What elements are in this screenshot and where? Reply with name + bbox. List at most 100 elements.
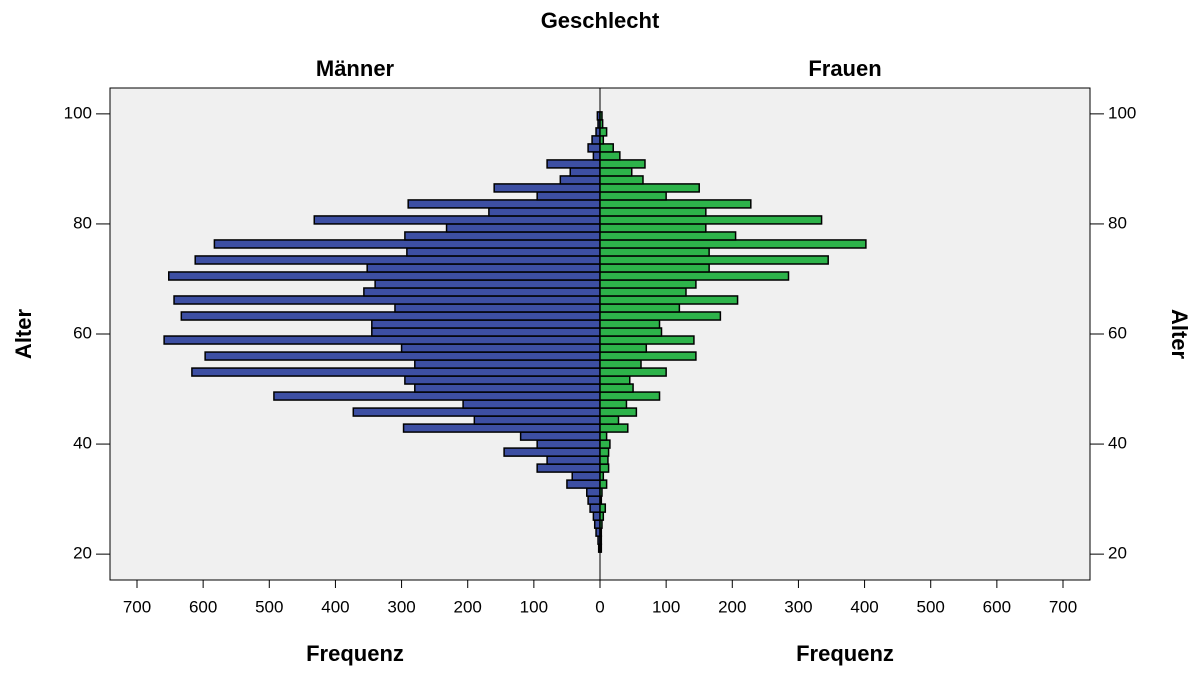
bar [591,135,601,145]
bar [599,151,621,161]
x-tick-label: 100 [520,597,548,616]
bar [546,159,601,169]
bar [599,335,695,345]
y-tick-label: 20 [73,544,92,563]
y-tick-label: 80 [1108,213,1127,232]
x-tick-label: 200 [718,597,746,616]
bar [414,359,601,369]
bar [599,415,620,425]
chart-title: Geschlecht [541,8,660,33]
bar [194,255,601,265]
bar [599,399,628,409]
bar [536,463,601,473]
bar [536,439,601,449]
x-tick-label: 300 [784,597,812,616]
bar [599,367,667,377]
bar [599,191,667,201]
x-tick-label: 200 [454,597,482,616]
bar [599,319,661,329]
y-tick-label: 60 [1108,323,1127,342]
bar [599,215,823,225]
bar [536,191,601,201]
bar [404,375,601,385]
bar [599,239,867,249]
x-tick-label: 600 [189,597,217,616]
bar [400,343,601,353]
y-tick-label: 40 [1108,434,1127,453]
y-axis-label: Alter [11,309,36,360]
bar [571,471,601,481]
bar [204,351,601,361]
bar [371,319,601,329]
bar [213,239,601,249]
bar [488,207,601,217]
bar [191,367,601,377]
x-tick-label: 600 [983,597,1011,616]
panel-title: Männer [316,56,395,81]
bar [599,359,642,369]
bar [592,151,601,161]
bar [173,295,601,305]
x-axis-label: Frequenz [306,641,404,666]
bar [519,431,601,441]
y-axis-label: Alter [1167,309,1192,360]
bar [180,311,601,321]
x-tick-label: 0 [595,597,604,616]
bar [599,143,614,153]
bar [414,383,601,393]
y-tick-label: 20 [1108,544,1127,563]
bar [599,271,790,281]
bar [586,487,601,497]
bar [445,223,601,233]
bar [599,391,661,401]
x-tick-label: 300 [387,597,415,616]
x-tick-label: 700 [1049,597,1077,616]
bar [599,447,610,457]
bar [371,327,601,337]
bar [599,503,607,513]
bar [569,167,601,177]
bar [592,511,601,521]
bar [559,175,601,185]
bar [167,271,601,281]
x-tick-label: 700 [123,597,151,616]
bar [402,423,601,433]
bar [599,127,608,137]
y-tick-label: 80 [73,213,92,232]
bar [599,479,608,489]
x-tick-label: 400 [850,597,878,616]
bar [599,255,829,265]
bar [599,343,648,353]
bar [599,303,681,313]
bar [599,295,739,305]
bar [599,247,710,257]
bar [599,287,687,297]
y-tick-label: 100 [64,103,92,122]
bar [599,279,697,289]
bar [599,327,663,337]
bar [599,351,697,361]
bar [462,399,601,409]
bar [473,415,601,425]
bar [404,231,601,241]
x-tick-label: 400 [321,597,349,616]
y-tick-label: 100 [1108,103,1136,122]
bar [313,215,601,225]
bar [599,167,633,177]
bar [406,247,601,257]
bar [599,311,722,321]
panel-title: Frauen [808,56,881,81]
bar [352,407,601,417]
bar [599,375,631,385]
bar [374,279,601,289]
bar [503,447,601,457]
bar [599,439,611,449]
bar [566,479,601,489]
y-tick-label: 40 [73,434,92,453]
x-tick-label: 500 [917,597,945,616]
bar [589,503,601,513]
bar [599,199,752,209]
bar [599,231,737,241]
bar [599,223,707,233]
bar [163,335,601,345]
